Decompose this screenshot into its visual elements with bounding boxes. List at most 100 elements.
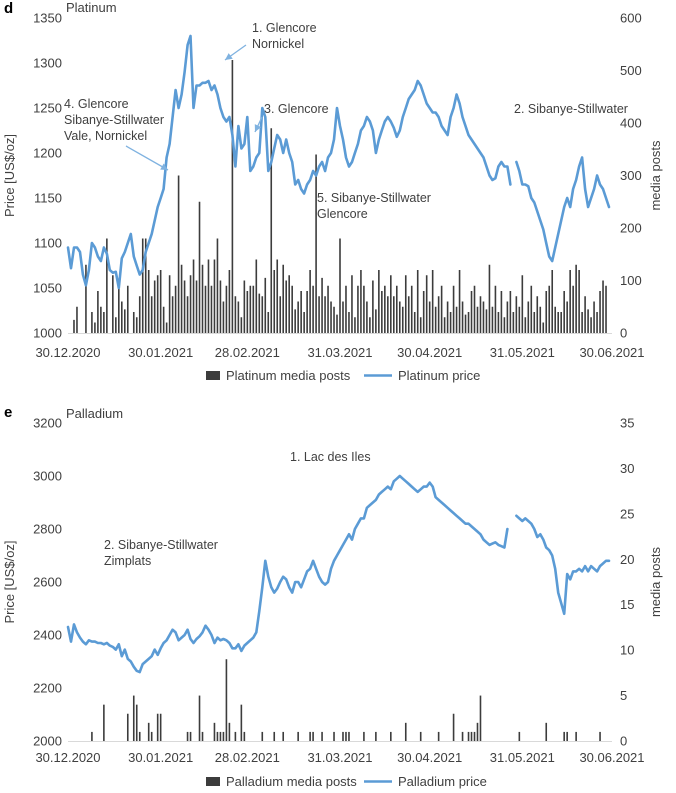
panel-d-y-left-title: Price [US$/oz] (2, 134, 17, 217)
panel-d-annotation: 5. Sibanye-Stillwater Glencore (317, 191, 431, 221)
panel-d-media-post-bar (76, 306, 78, 333)
panel-e-media-post-bar (297, 731, 299, 741)
panel-e-annotation-line: Zimplats (104, 554, 151, 568)
panel-d-y-left-tick: 1100 (34, 236, 62, 251)
panel-d-media-post-bar (141, 238, 144, 333)
panel-d-media-post-bar (563, 291, 565, 333)
panel-d-media-post-bar (201, 264, 204, 333)
panel-e-x-tick: 30.12.2020 (35, 750, 100, 765)
panel-d-media-post-bar (354, 317, 356, 333)
panel-d-media-post-bar (381, 291, 383, 333)
panel-e-annotation-line: 2. Sibanye-Stillwater (104, 538, 218, 552)
panel-d-media-post-bar (318, 296, 320, 333)
panel-d-media-post-bar (294, 309, 296, 333)
panel-d-media-post-bar (174, 285, 177, 333)
panel-d-media-post-bar (100, 306, 102, 333)
panel-d-media-post-bar (225, 285, 228, 333)
panel-d-media-post-bar (575, 264, 577, 333)
panel-d-media-post-bar (413, 312, 416, 333)
panel-d-media-post-bar (138, 296, 141, 333)
panel-e-media-post-bar (566, 731, 568, 741)
panel-d-media-post-bar (180, 264, 183, 333)
panel-e-media-post-bar (461, 731, 464, 741)
panel-d-media-post-bar (237, 301, 240, 333)
panel-e-title: Palladium (66, 406, 123, 421)
panel-d-annotation-arrowhead (160, 163, 168, 170)
panel-e-media-post-bar (437, 731, 440, 741)
panel-d-media-post-bar (452, 285, 455, 333)
panel-d-media-post-bar (509, 291, 512, 333)
panel-e-media-post-bar (321, 731, 323, 741)
panel-d-letter: d (4, 0, 13, 17)
panel-d-media-post-bar (321, 277, 323, 333)
panel-d-annotation-line: Nornickel (252, 37, 304, 51)
panel-e-media-post-bar (312, 731, 314, 741)
panel-d-media-post-bar (464, 314, 467, 333)
panel-e-media-post-bar (333, 731, 335, 741)
panel-d-media-post-bar (121, 301, 123, 333)
panel-e-media-post-bar (91, 731, 93, 741)
panel-d-media-post-bar (533, 312, 536, 333)
panel-d-media-post-bar (434, 306, 437, 333)
panel-d-media-post-bar (491, 306, 494, 333)
panel-d-media-post-bar (521, 275, 524, 333)
panel-d-media-post-bar (73, 319, 75, 333)
panel-e-media-post-bar (189, 731, 192, 741)
panel-d-y-right-tick: 300 (620, 168, 642, 183)
panel-e-x-tick: 31.05.2021 (490, 750, 555, 765)
panel-d-media-post-bar (375, 309, 377, 333)
panel-d-media-post-bar (144, 238, 147, 333)
panel-e-media-post-bar (103, 704, 105, 741)
panel-d-annotation: 2. Sibanye-Stillwater (514, 102, 628, 116)
panel-d-media-post-bar (602, 280, 604, 333)
panel-d-x-tick: 31.05.2021 (490, 345, 555, 360)
panel-d-annotation-line: 2. Sibanye-Stillwater (514, 102, 628, 116)
panel-d-media-post-bar (578, 270, 580, 333)
panel-d-media-post-bar (569, 270, 571, 333)
panel-e-media-post-bar (309, 731, 311, 741)
panel-e-media-post-bar (473, 731, 476, 741)
panel-d-annotation: 1. Glencore Nornickel (252, 21, 317, 51)
panel-d-media-post-bar (186, 296, 189, 333)
panel-e-y-right-title: media posts (648, 546, 663, 617)
panel-d-media-post-bar (97, 291, 99, 333)
panel-d-media-post-bar (288, 275, 290, 333)
panel-d-media-post-bar (584, 296, 586, 333)
panel-d-media-post-bar (219, 280, 222, 333)
panel-d-media-post-bar (315, 154, 317, 333)
panel-e-media-post-bar (243, 731, 246, 741)
panel-d-media-post-bar (297, 301, 299, 333)
panel-d-media-post-bar (512, 312, 515, 333)
panel-e-media-post-bar (222, 731, 225, 741)
panel-e-media-post-bar (156, 713, 159, 741)
panel-e-media-post-bar (213, 722, 216, 741)
panel-e-media-post-bar (479, 695, 482, 741)
panel-d-media-post-bar (488, 264, 491, 333)
panel-e-media-post-bar (261, 731, 264, 741)
panel-d-annotation-line: Sibanye-Stillwater (64, 113, 164, 127)
panel-e-media-post-bar (452, 713, 455, 741)
panel-e-media-post-bar (575, 731, 577, 741)
panel-d-media-post-bar (419, 317, 422, 333)
panel-d-media-post-bar (398, 301, 401, 333)
panel-e-x-tick: 30.01.2021 (128, 750, 193, 765)
panel-e-x-tick: 30.06.2021 (579, 750, 644, 765)
panel-d-media-post-bar (449, 312, 452, 333)
panel-e-media-post-bar (216, 731, 219, 741)
panel-e-y-left-tick: 2200 (33, 681, 62, 696)
panel-e-media-post-bar (390, 731, 392, 741)
panel-d-y-left-tick: 1000 (33, 326, 62, 341)
panel-d-media-post-bar (162, 306, 165, 333)
panel-e-y-left-tick: 2400 (33, 628, 62, 643)
panel-d-x-tick: 30.12.2020 (35, 345, 100, 360)
panel-e-price-line-segment (515, 514, 611, 616)
panel-e-media-post-bar (150, 731, 153, 741)
panel-d-media-post-bar (506, 301, 509, 333)
panel-d-y-left-tick: 1350 (33, 11, 62, 26)
panel-e-y-left-tick: 2800 (33, 522, 62, 537)
panel-d-media-post-bar (384, 285, 386, 333)
panel-e-media-post-bar (132, 695, 135, 741)
panel-d-annotation-line: 5. Sibanye-Stillwater (317, 191, 431, 205)
panel-e-annotation-line: 1. Lac des Iles (290, 450, 371, 464)
